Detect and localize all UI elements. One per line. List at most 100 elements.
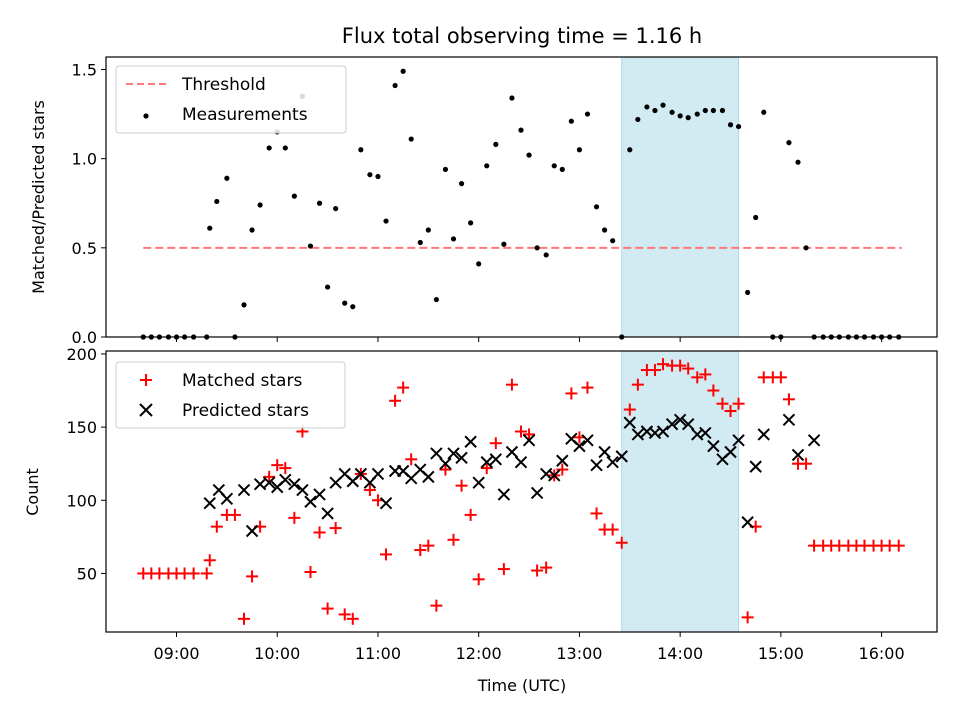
- top-y-axis-label: Matched/Predicted stars: [29, 100, 48, 294]
- measurement-point: [735, 123, 742, 130]
- predicted-stars-point: [590, 458, 603, 472]
- measurement-point: [433, 296, 439, 303]
- x-tick-label: 16:00: [859, 644, 905, 663]
- bottom-y-tick-label: 150: [66, 418, 97, 437]
- matched-stars-point: [489, 437, 502, 450]
- matched-stars-point: [203, 554, 216, 567]
- predicted-stars-point: [724, 445, 737, 459]
- measurement-point: [534, 245, 540, 251]
- matched-stars-point: [329, 522, 342, 535]
- matched-stars-point: [263, 470, 276, 483]
- measurement-point: [593, 204, 600, 210]
- measurement-point: [652, 107, 658, 114]
- measurement-point: [660, 102, 666, 108]
- x-tick-label: 09:00: [153, 644, 199, 663]
- predicted-stars-point: [220, 492, 234, 506]
- x-tick-label: 14:00: [657, 644, 703, 663]
- predicted-stars-point: [245, 524, 259, 538]
- measurement-point: [509, 95, 515, 101]
- matched-stars-point: [716, 397, 729, 410]
- matched-stars-point: [389, 394, 402, 407]
- predicted-stars-point: [749, 460, 762, 473]
- bottom-y-axis-label: Count: [23, 468, 42, 516]
- matched-stars-point: [623, 403, 636, 416]
- top-y-tick-label: 1.0: [72, 150, 97, 169]
- measurement-point: [417, 239, 423, 246]
- matched-stars-point: [321, 602, 334, 615]
- measurement-point: [484, 163, 490, 169]
- predicted-stars-point: [505, 445, 519, 459]
- measurement-point: [501, 241, 507, 247]
- measurement-point: [493, 141, 499, 147]
- top-panel: 0.0 0.5 1.0 1.5 Matched/Predicted stars Thr…: [29, 56, 938, 347]
- measurement-point: [795, 159, 801, 165]
- matched-legend-swatch: [140, 374, 152, 386]
- bottom-y-tick-label: 50: [77, 564, 97, 583]
- x-tick-label: 13:00: [556, 644, 602, 663]
- threshold-legend-label: Threshold: [181, 75, 266, 95]
- measurement-point: [677, 113, 683, 119]
- matched-stars-point: [405, 453, 418, 466]
- matched-stars-point: [480, 462, 493, 475]
- measurement-point: [576, 147, 583, 153]
- predicted-stars-point: [741, 516, 754, 529]
- measurement-point: [719, 107, 726, 114]
- measurement-point: [543, 252, 549, 258]
- predicted-stars-point: [699, 426, 712, 440]
- measurement-point: [350, 304, 356, 310]
- predicted-stars-point: [464, 435, 477, 448]
- measurement-point: [761, 109, 767, 115]
- matched-stars-point: [648, 364, 661, 377]
- top-observing-window-shade: [621, 56, 740, 338]
- bottom-legend: Matched stars Predicted stars: [115, 361, 346, 429]
- predicted-stars-point: [514, 456, 528, 469]
- measurement-point: [325, 284, 331, 290]
- predicted-stars-point: [581, 434, 594, 447]
- matched-stars-point: [228, 508, 241, 521]
- measurement-point: [358, 147, 364, 153]
- matched-stars-point: [363, 484, 376, 497]
- predicted-stars-point: [598, 445, 611, 459]
- measurement-point: [644, 104, 650, 110]
- predicted-stars-point: [262, 476, 276, 489]
- matched-stars-point: [346, 612, 359, 625]
- bottom-legend-box: [115, 361, 346, 429]
- measurement-point: [635, 116, 641, 123]
- matched-stars-point: [741, 611, 754, 624]
- matched-stars-point: [455, 479, 468, 492]
- matched-stars-point: [464, 508, 477, 521]
- matched-stars-point: [732, 397, 745, 410]
- measurement-point: [367, 172, 373, 178]
- predicted-stars-point: [556, 454, 569, 467]
- matched-stars-point: [892, 539, 905, 552]
- predicted-stars-point: [548, 469, 561, 482]
- x-tick-label: 11:00: [355, 644, 401, 663]
- top-legend: Threshold Measurements: [115, 65, 347, 134]
- predicted-stars-point: [439, 457, 452, 470]
- matched-stars-point: [237, 612, 250, 625]
- matched-stars-point: [674, 359, 687, 372]
- matched-stars-point: [691, 371, 704, 384]
- predicted-stars-point: [791, 448, 805, 462]
- bottom-y-tick-label: 100: [66, 491, 97, 510]
- matched-stars-point: [304, 565, 317, 578]
- predicted-stars-point: [681, 417, 695, 431]
- predicted-stars-point: [304, 495, 317, 508]
- predicted-stars-point: [665, 417, 679, 431]
- predicted-stars-point: [430, 447, 443, 460]
- measurement-point: [383, 218, 389, 224]
- measurements-legend-label: Measurements: [182, 105, 308, 125]
- measurement-point: [450, 236, 457, 242]
- matched-stars-point: [606, 523, 619, 536]
- measurement-point: [568, 118, 574, 124]
- measurement-point: [702, 107, 708, 114]
- matched-stars-point: [800, 457, 813, 470]
- matched-stars-point: [565, 387, 578, 400]
- predicted-stars-point: [782, 413, 796, 426]
- predicted-stars-point: [279, 473, 292, 486]
- measurement-point: [694, 111, 700, 117]
- matched-stars-point: [380, 548, 393, 561]
- predicted-stars-point: [573, 439, 586, 453]
- measurement-point: [551, 163, 557, 169]
- predicted-stars-point: [522, 434, 536, 447]
